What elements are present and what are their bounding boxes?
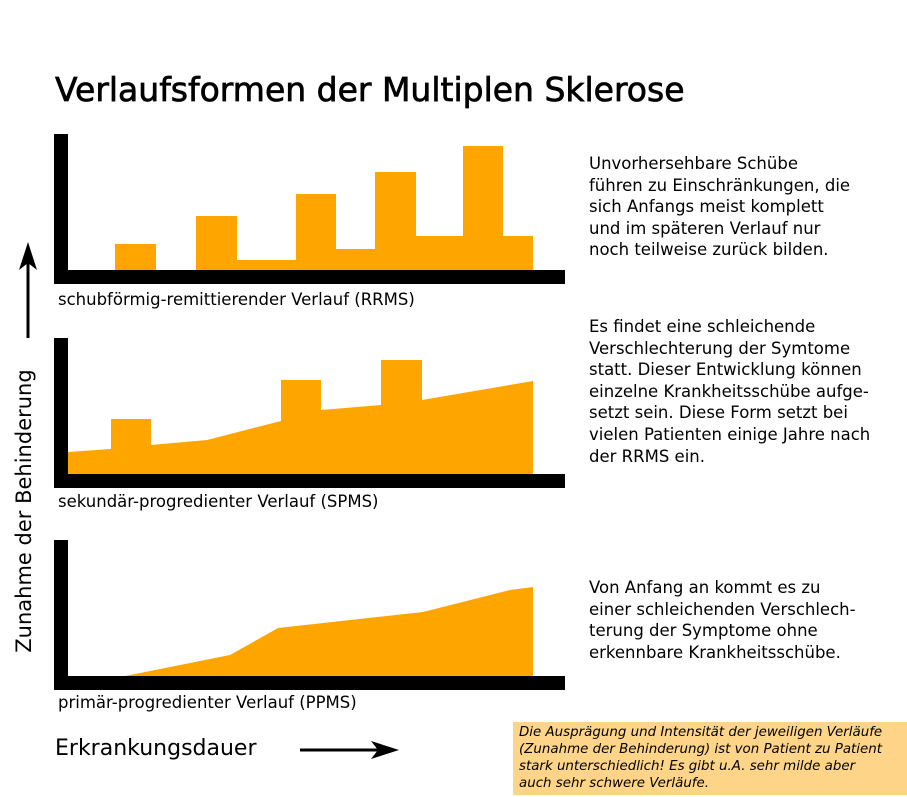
rrms-y-axis — [54, 134, 68, 284]
spms-area — [68, 360, 533, 474]
rrms-x-axis — [54, 270, 565, 284]
ppms-x-axis — [54, 676, 565, 690]
arrow-right-icon — [300, 741, 399, 759]
spms-description: Es findet eine schleichende Verschlechte… — [589, 317, 871, 466]
ppms-label: primär-progredienter Verlauf (PPMS) — [58, 693, 357, 712]
spms-chart — [54, 338, 565, 488]
rrms-chart — [54, 134, 565, 284]
ppms-area — [125, 587, 533, 676]
page-title: Verlaufsformen der Multiplen Sklerose — [55, 70, 685, 110]
x-axis-label: Erkrankungsdauer — [55, 736, 257, 761]
spms-label: sekundär-progredienter Verlauf (SPMS) — [58, 492, 379, 511]
ppms-chart — [54, 540, 565, 690]
ppms-y-axis — [54, 540, 68, 690]
rrms-label: schubförmig-remittierender Verlauf (RRMS… — [58, 290, 415, 309]
note-box: Die Ausprägung und Intensität der jeweil… — [513, 722, 907, 795]
ppms-description: Von Anfang an kommt es zu einer schleich… — [589, 578, 856, 662]
arrow-up-icon — [19, 242, 37, 338]
spms-x-axis — [54, 474, 565, 488]
y-axis-label: Zunahme der Behinderung — [12, 369, 36, 653]
rrms-description: Unvorhersehbare Schübe führen zu Einschr… — [589, 154, 851, 260]
rrms-area — [115, 146, 533, 271]
spms-y-axis — [54, 338, 68, 488]
